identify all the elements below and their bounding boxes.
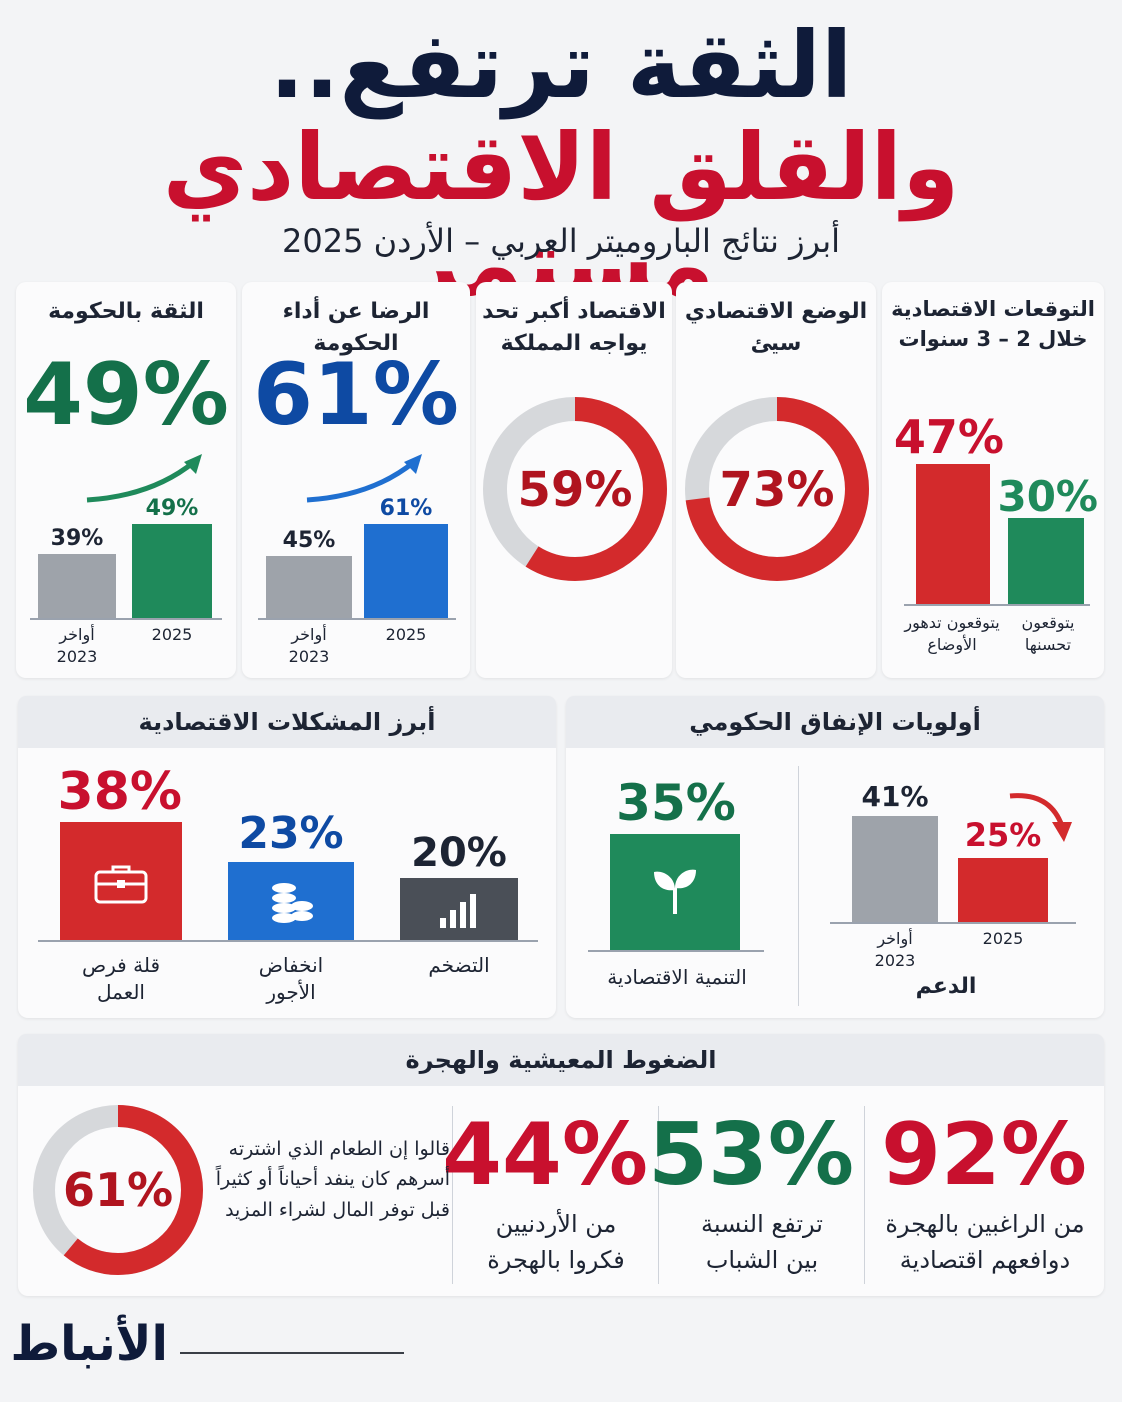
gov-trust-arrow-icon	[86, 454, 202, 503]
migration-considered-text: من الأردنيين فكروا بالهجرة	[487, 1210, 625, 1274]
spending-divider	[798, 766, 799, 1006]
migration-econ-motive-text: من الراغبين بالهجرة دوافعهم اقتصادية	[885, 1210, 1085, 1274]
gov-satisfaction-prev-value: 45%	[282, 528, 336, 553]
gov-trust-title: الثقة بالحكومة	[48, 299, 204, 324]
food-insecurity-text: قالوا إن الطعام الذي اشترته أسرهم كان ين…	[215, 1138, 450, 1221]
economy-bad-donut: 73%	[685, 397, 869, 581]
expectations-better-bar	[1008, 518, 1084, 604]
migration-divider-2	[658, 1106, 659, 1284]
food-insecurity-donut: 61%	[33, 1105, 203, 1275]
migration-card: الضغوط المعيشية والهجرة 92% من الراغبين …	[18, 1034, 1104, 1296]
gov-trust-curr-label: 2025	[151, 625, 193, 644]
coins-icon	[272, 883, 313, 923]
expectations-better-label: يتوقعون تحسنها	[1021, 613, 1075, 654]
development-baseline	[588, 950, 764, 952]
problem-inflation-value: 20%	[411, 830, 507, 876]
problem-jobs-value: 38%	[57, 762, 182, 822]
expectations-baseline	[904, 604, 1090, 606]
development-value: 35%	[616, 774, 736, 832]
subsidy-prev-bar	[852, 816, 938, 922]
problem-inflation-label: التضخم	[428, 953, 490, 977]
gov-trust-curr-value: 49%	[145, 496, 199, 521]
gov-trust-prev-bar	[38, 554, 116, 618]
gov-trust-baseline	[30, 618, 222, 620]
gov-satisfaction-curr-bar	[364, 524, 448, 618]
economy-bad-donut-arc	[685, 397, 869, 581]
gov-satisfaction-big: 61%	[253, 345, 459, 445]
gov-satisfaction-curr-value: 61%	[379, 496, 433, 521]
footer-brand: الأنباط	[10, 1316, 168, 1372]
economy-bad-value: 73%	[720, 462, 835, 518]
subsidy-prev-value: 41%	[861, 780, 929, 813]
expectations-card: التوقعات الاقتصادية خلال 2 – 3 سنوات 47%…	[882, 282, 1104, 678]
page-title-line2: والقلق الاقتصادي مستمر	[162, 114, 960, 318]
problem-inflation-bar	[400, 878, 518, 940]
migration-considered-value: 44%	[442, 1105, 648, 1205]
migration-youth-value: 53%	[648, 1105, 854, 1205]
migration-divider-3	[452, 1106, 453, 1284]
expectations-worse-label: يتوقعون تدهور الأوضاع	[904, 613, 1000, 654]
food-donut-arc	[33, 1105, 203, 1275]
gov-trust-big: 49%	[23, 345, 229, 445]
migration-divider-1	[864, 1106, 865, 1284]
food-insecurity-value: 61%	[63, 1163, 173, 1217]
problem-jobs-label: قلة فرص العمل	[81, 953, 161, 1004]
expectations-title: التوقعات الاقتصادية خلال 2 – 3 سنوات	[891, 297, 1095, 352]
gov-trust-card: الثقة بالحكومة 49% 39% 49% أواخر 2023 20…	[16, 282, 236, 678]
problems-title: أبرز المشكلات الاقتصادية	[18, 696, 556, 748]
expectations-better-value: 30%	[997, 472, 1098, 521]
subsidy-curr-value: 25%	[964, 816, 1042, 854]
gov-satisfaction-curr-label: 2025	[385, 625, 427, 644]
spending-card: أولويات الإنفاق الحكومي 35% التنمية الاق…	[566, 696, 1104, 1018]
page-subtitle: أبرز نتائج الباروميتر العربي – الأردن 20…	[282, 222, 840, 260]
subsidy-prev-label: أواخر 2023	[874, 929, 916, 970]
expectations-worse-value: 47%	[893, 410, 1004, 464]
gov-satisfaction-prev-label: أواخر 2023	[288, 625, 330, 666]
spending-title: أولويات الإنفاق الحكومي	[566, 696, 1104, 748]
migration-title: الضغوط المعيشية والهجرة	[18, 1034, 1104, 1086]
subsidy-label: الدعم	[915, 974, 977, 999]
subsidy-curr-label: 2025	[982, 929, 1024, 948]
problem-wages-value: 23%	[238, 808, 344, 859]
gov-trust-curr-bar	[132, 524, 212, 618]
gov-satisfaction-card: الرضا عن أداء الحكومة 61% 45% 61% أواخر …	[242, 282, 470, 678]
leaf-icon	[654, 869, 696, 914]
gov-trust-prev-value: 39%	[50, 526, 104, 551]
subsidy-baseline	[830, 922, 1076, 924]
migration-econ-motive-value: 92%	[881, 1105, 1087, 1205]
expectations-worse-bar	[916, 464, 990, 604]
economy-bad-card: الوضع الاقتصادي سيئ 73%	[676, 282, 876, 678]
migration-youth-text: ترتفع النسبة بين الشباب	[701, 1210, 823, 1274]
down-arrow-icon	[1009, 793, 1072, 842]
challenge-donut-arc	[483, 397, 667, 581]
development-label: التنمية الاقتصادية	[607, 965, 747, 989]
challenge-title: الاقتصاد أكبر تحد يواجه المملكة	[482, 299, 666, 356]
challenge-donut: 59%	[483, 397, 667, 581]
problem-wages-label: انخفاض الأجور	[258, 953, 324, 1004]
economy-bad-title: الوضع الاقتصادي سيئ	[684, 299, 868, 356]
gov-satisfaction-baseline	[258, 618, 456, 620]
gov-satisfaction-title: الرضا عن أداء الحكومة	[282, 299, 430, 356]
briefcase-icon	[94, 865, 148, 904]
bar-chart-icon	[440, 894, 476, 928]
footer-rule	[180, 1352, 404, 1354]
challenge-value: 59%	[518, 462, 633, 518]
gov-trust-prev-label: أواخر 2023	[56, 625, 98, 666]
challenge-card: الاقتصاد أكبر تحد يواجه المملكة 59%	[476, 282, 672, 678]
problems-baseline	[38, 940, 538, 942]
problems-card: أبرز المشكلات الاقتصادية 38% قلة فرص الع…	[18, 696, 556, 1018]
page-title-line1: الثقة ترتفع..	[269, 12, 853, 119]
gov-satisfaction-prev-bar	[266, 556, 352, 618]
gov-satisfaction-arrow-icon	[306, 454, 422, 503]
subsidy-curr-bar	[958, 858, 1048, 922]
